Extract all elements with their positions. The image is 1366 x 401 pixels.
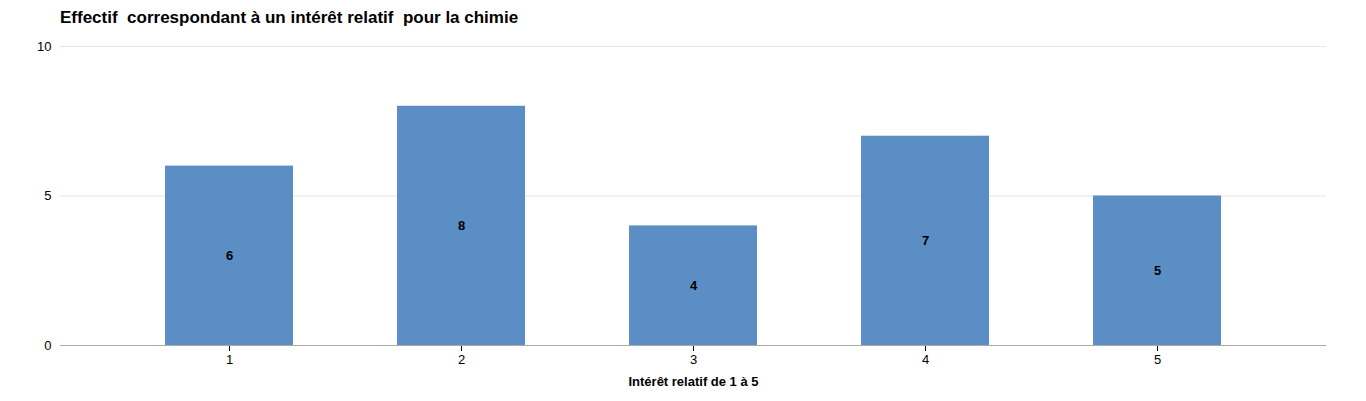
- svg-text:2: 2: [458, 352, 465, 367]
- svg-text:8: 8: [458, 218, 465, 233]
- svg-text:7: 7: [922, 233, 929, 248]
- svg-text:0: 0: [44, 338, 51, 353]
- svg-text:10: 10: [37, 39, 51, 54]
- svg-text:Intérêt relatif de 1 à 5: Intérêt relatif de 1 à 5: [628, 374, 758, 389]
- html-text:Effectif correspondant à un in: Effectif correspondant à un intérêt rela…: [60, 8, 519, 27]
- svg-text:5: 5: [1154, 352, 1161, 367]
- svg-text:6: 6: [226, 248, 233, 263]
- svg-text:3: 3: [690, 352, 697, 367]
- svg-text:5: 5: [1154, 263, 1161, 278]
- svg-text:1: 1: [226, 352, 233, 367]
- svg-text:4: 4: [922, 352, 929, 367]
- svg-text:5: 5: [44, 188, 51, 203]
- svg-text:4: 4: [690, 278, 698, 293]
